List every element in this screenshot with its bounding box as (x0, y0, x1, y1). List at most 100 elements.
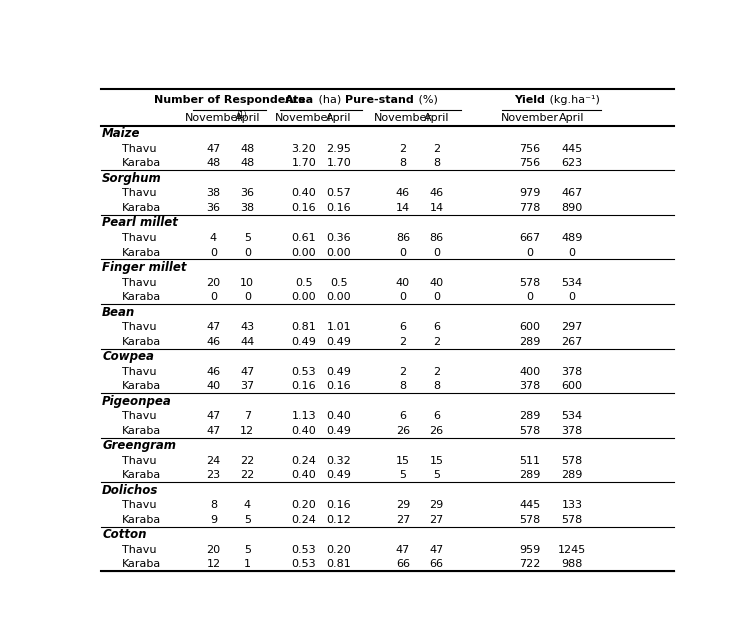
Text: 600: 600 (520, 322, 541, 332)
Text: 667: 667 (520, 233, 541, 243)
Text: 445: 445 (561, 144, 583, 154)
Text: 0.16: 0.16 (326, 381, 351, 391)
Text: November: November (501, 113, 559, 123)
Text: 722: 722 (519, 559, 541, 569)
Text: 0.32: 0.32 (326, 456, 351, 466)
Text: 0.53: 0.53 (292, 559, 316, 569)
Text: 778: 778 (519, 203, 541, 213)
Text: 534: 534 (561, 277, 583, 288)
Text: 1.70: 1.70 (292, 158, 316, 169)
Text: Karaba: Karaba (122, 470, 161, 480)
Text: Dolichos: Dolichos (102, 484, 159, 497)
Text: Greengram: Greengram (102, 439, 176, 452)
Text: 0: 0 (526, 292, 533, 302)
Text: Bean: Bean (102, 305, 135, 319)
Text: 534: 534 (561, 411, 583, 421)
Text: 27: 27 (396, 514, 410, 525)
Text: 0: 0 (210, 247, 217, 258)
Text: Thavu: Thavu (122, 544, 156, 555)
Text: 47: 47 (206, 411, 220, 421)
Text: 0.49: 0.49 (326, 367, 351, 376)
Text: 267: 267 (561, 337, 583, 346)
Text: 400: 400 (520, 367, 541, 376)
Text: 5: 5 (244, 544, 250, 555)
Text: Pearl millet: Pearl millet (102, 217, 178, 229)
Text: Karaba: Karaba (122, 292, 161, 302)
Text: 0.24: 0.24 (291, 456, 317, 466)
Text: 0.81: 0.81 (326, 559, 351, 569)
Text: 2.95: 2.95 (326, 144, 351, 154)
Text: 2: 2 (399, 367, 406, 376)
Text: 47: 47 (396, 544, 410, 555)
Text: 0.49: 0.49 (326, 337, 351, 346)
Text: Karaba: Karaba (122, 381, 161, 391)
Text: 36: 36 (207, 203, 220, 213)
Text: 8: 8 (433, 381, 440, 391)
Text: November: November (374, 113, 432, 123)
Text: 2: 2 (433, 367, 440, 376)
Text: 9: 9 (210, 514, 217, 525)
Text: 378: 378 (561, 426, 583, 436)
Text: 0: 0 (210, 292, 217, 302)
Text: Thavu: Thavu (122, 144, 156, 154)
Text: 14: 14 (396, 203, 410, 213)
Text: 0.00: 0.00 (292, 292, 316, 302)
Text: 29: 29 (429, 500, 444, 510)
Text: 378: 378 (561, 367, 583, 376)
Text: 8: 8 (433, 158, 440, 169)
Text: 46: 46 (396, 189, 410, 199)
Text: Sorghum: Sorghum (102, 172, 162, 185)
Text: 0.53: 0.53 (292, 367, 316, 376)
Text: 890: 890 (561, 203, 583, 213)
Text: 578: 578 (561, 456, 583, 466)
Text: 289: 289 (561, 470, 583, 480)
Text: 0.49: 0.49 (326, 426, 351, 436)
Text: 0: 0 (399, 247, 406, 258)
Text: 0.36: 0.36 (326, 233, 351, 243)
Text: Karaba: Karaba (122, 247, 161, 258)
Text: 0: 0 (244, 292, 250, 302)
Text: 48: 48 (240, 144, 254, 154)
Text: 29: 29 (396, 500, 410, 510)
Text: April: April (235, 113, 260, 123)
Text: 5: 5 (433, 470, 440, 480)
Text: 4: 4 (210, 233, 217, 243)
Text: 756: 756 (520, 158, 541, 169)
Text: 0.16: 0.16 (326, 500, 351, 510)
Text: 8: 8 (399, 381, 406, 391)
Text: 0.53: 0.53 (292, 544, 316, 555)
Text: 1.13: 1.13 (292, 411, 316, 421)
Text: 133: 133 (562, 500, 582, 510)
Text: 489: 489 (561, 233, 583, 243)
Text: 0.16: 0.16 (292, 381, 316, 391)
Text: Karaba: Karaba (122, 426, 161, 436)
Text: 6: 6 (399, 411, 406, 421)
Text: 47: 47 (206, 426, 220, 436)
Text: 578: 578 (520, 514, 541, 525)
Text: (ha): (ha) (316, 95, 341, 105)
Text: 3.20: 3.20 (292, 144, 316, 154)
Text: 38: 38 (240, 203, 254, 213)
Text: Maize: Maize (102, 127, 141, 141)
Text: Karaba: Karaba (122, 559, 161, 569)
Text: 86: 86 (429, 233, 444, 243)
Text: 8: 8 (399, 158, 406, 169)
Text: 988: 988 (561, 559, 583, 569)
Text: 47: 47 (240, 367, 254, 376)
Text: 4: 4 (244, 500, 251, 510)
Text: Karaba: Karaba (122, 203, 161, 213)
Text: (1): (1) (237, 111, 247, 119)
Text: 26: 26 (396, 426, 410, 436)
Text: 2: 2 (399, 337, 406, 346)
Text: 0: 0 (244, 247, 250, 258)
Text: 1.70: 1.70 (326, 158, 351, 169)
Text: 22: 22 (240, 470, 254, 480)
Text: 23: 23 (206, 470, 220, 480)
Text: 1.01: 1.01 (326, 322, 351, 332)
Text: 578: 578 (520, 277, 541, 288)
Text: Pure-stand: Pure-stand (344, 95, 414, 105)
Text: 0: 0 (399, 292, 406, 302)
Text: Cotton: Cotton (102, 528, 147, 541)
Text: 0.00: 0.00 (326, 292, 351, 302)
Text: 48: 48 (206, 158, 220, 169)
